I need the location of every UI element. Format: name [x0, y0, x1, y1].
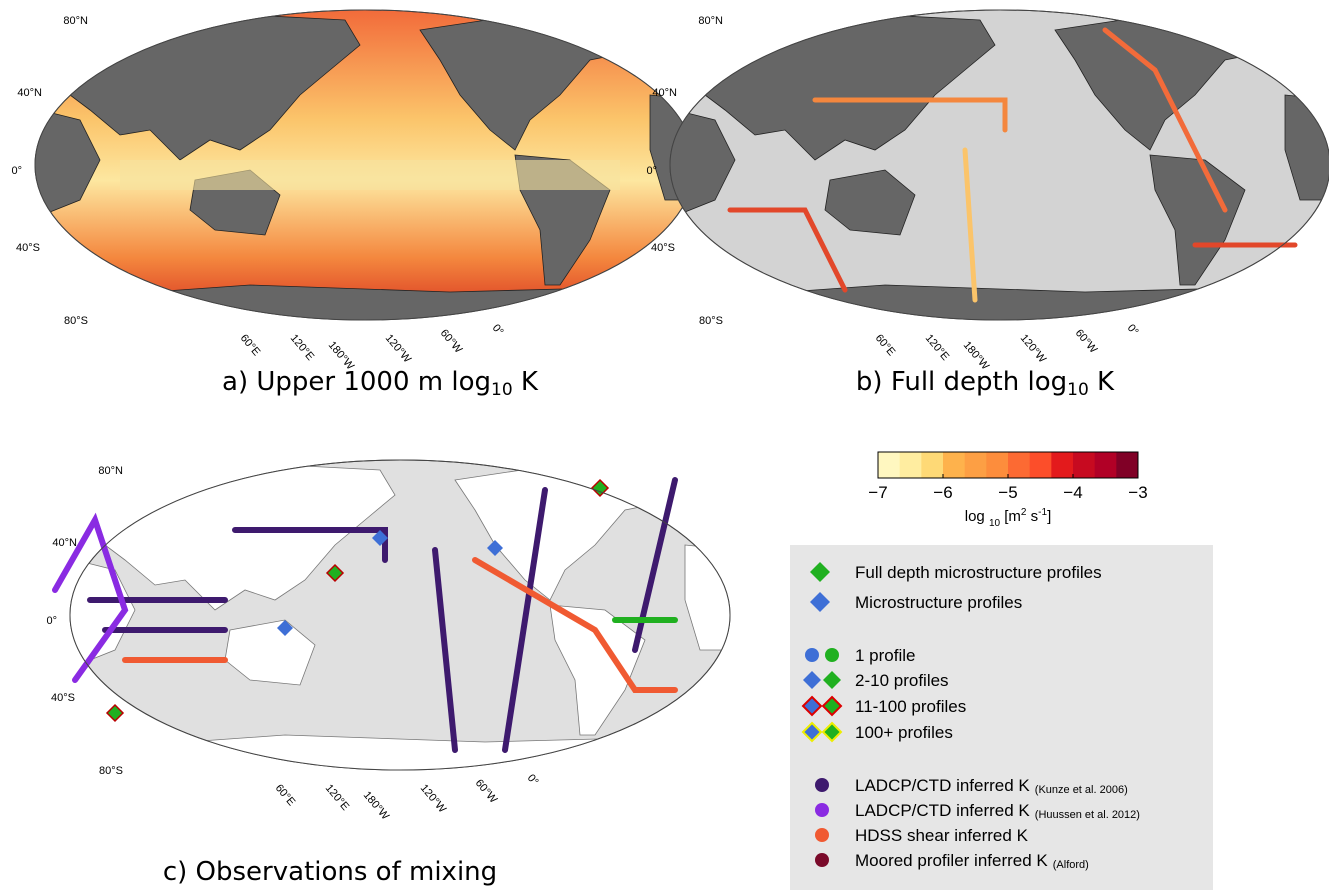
title-part: a) Upper 1000 m log — [222, 367, 491, 397]
lat-label: 0° — [11, 165, 22, 177]
lon-label: 60°W — [438, 327, 465, 356]
legend-text: 2-10 profiles — [855, 671, 949, 690]
legend-text: 1 profile — [855, 646, 915, 665]
lat-label: 80°N — [63, 15, 88, 27]
legend-text: Full depth microstructure profiles — [855, 563, 1102, 582]
colorbar-segment — [986, 452, 1008, 478]
legend-text: Moored profiler inferred K — [855, 851, 1048, 870]
title-part: b) Full depth log — [856, 367, 1067, 397]
lon-label: 180°W — [361, 789, 392, 823]
legend-text: 100+ profiles — [855, 723, 953, 742]
map-a — [20, 10, 710, 340]
label-part: ] — [1047, 508, 1051, 525]
legend-text: LADCP/CTD inferred K — [855, 776, 1030, 795]
lat-label: 0° — [46, 615, 57, 627]
colorbar-tick-label: −5 — [998, 483, 1017, 502]
lat-label: 80°S — [64, 315, 88, 327]
colorbar-segment — [1030, 452, 1052, 478]
title-part: 10 — [491, 380, 513, 400]
legend-text: HDSS shear inferred K — [855, 826, 1029, 845]
lon-label: 60°W — [1073, 327, 1100, 356]
legend-label: 2-10 profiles — [855, 671, 949, 690]
label-part: s — [1026, 508, 1038, 525]
colorbar-tick-label: −4 — [1063, 483, 1082, 502]
colorbar-tick-label: −6 — [933, 483, 952, 502]
colorbar-segment — [1116, 452, 1138, 478]
lon-label: 0° — [525, 772, 541, 788]
legend-label: 100+ profiles — [855, 723, 953, 742]
legend-note: (Kunze et al. 2006) — [1035, 784, 1128, 796]
colorbar-tick-label: −7 — [868, 483, 887, 502]
panel-title: c) Observations of mixing — [163, 857, 497, 887]
lat-label: 40°S — [16, 242, 40, 254]
legend-note: (Alford) — [1053, 859, 1089, 871]
legend-text: Microstructure profiles — [855, 593, 1022, 612]
colorbar-segment — [900, 452, 922, 478]
panel-title: b) Full depth log10 K — [856, 367, 1115, 400]
colorbar-segment — [1008, 452, 1030, 478]
lon-label: 60°E — [238, 332, 263, 358]
legend-label: Full depth microstructure profiles — [855, 563, 1102, 582]
colorbar-segment — [878, 452, 900, 478]
colorbar-tick-label: −3 — [1128, 483, 1147, 502]
legend-label: 11-100 profiles — [855, 697, 966, 716]
colorbar-segment — [921, 452, 943, 478]
figure: −7 −6 −5 −4 −3 log 10 [m2 s-1] 80°N 40°N 0° 40°… — [0, 0, 1329, 891]
title-part: K — [1089, 367, 1115, 397]
legend-label: HDSS shear inferred K — [855, 826, 1029, 845]
legend-label: Microstructure profiles — [855, 593, 1022, 612]
lat-label: 40°N — [52, 537, 77, 549]
title-part: K — [513, 367, 539, 397]
title-part: 10 — [1067, 380, 1089, 400]
colorbar-segment — [1095, 452, 1117, 478]
lon-label: 0° — [1125, 322, 1141, 338]
lon-label: 120°W — [1018, 332, 1049, 366]
lat-label: 40°N — [17, 87, 42, 99]
colorbar-segment — [1051, 452, 1073, 478]
lon-label: 0° — [490, 322, 506, 338]
lon-label: 120°E — [923, 332, 952, 363]
panel-title: a) Upper 1000 m log10 K — [222, 367, 539, 400]
colorbar-segment — [943, 452, 965, 478]
lat-label: 40°S — [51, 692, 75, 704]
legend-note: (Huussen et al. 2012) — [1035, 809, 1140, 821]
label-part: 10 — [989, 518, 1001, 529]
colorbar-segment — [965, 452, 987, 478]
colorbar-label: log 10 [m2 s-1] — [965, 507, 1051, 530]
colorbar: −7 −6 −5 −4 −3 — [868, 452, 1147, 502]
lat-label: 80°N — [698, 15, 723, 27]
lon-label: 60°E — [873, 332, 898, 358]
lon-label: 120°W — [418, 782, 449, 816]
lat-label: 40°S — [651, 242, 675, 254]
label-part: log — [965, 508, 985, 525]
lon-label: 60°E — [273, 782, 298, 808]
lat-label: 80°N — [98, 465, 123, 477]
label-part: [m — [1004, 508, 1021, 525]
lat-label: 40°N — [652, 87, 677, 99]
lon-label: 60°W — [473, 777, 500, 806]
lat-label: 0° — [646, 165, 657, 177]
lat-label: 80°S — [699, 315, 723, 327]
map-b — [655, 10, 1329, 340]
lon-label: 120°E — [288, 332, 317, 363]
map-c — [55, 460, 745, 790]
legend-label: 1 profile — [855, 646, 915, 665]
colorbar-segment — [1073, 452, 1095, 478]
legend-text: 11-100 profiles — [855, 697, 966, 716]
legend-text: LADCP/CTD inferred K — [855, 801, 1030, 820]
title-part: c) Observations of mixing — [163, 857, 497, 887]
lon-label: 120°E — [323, 782, 352, 813]
lat-label: 80°S — [99, 765, 123, 777]
lon-label: 120°W — [383, 332, 414, 366]
